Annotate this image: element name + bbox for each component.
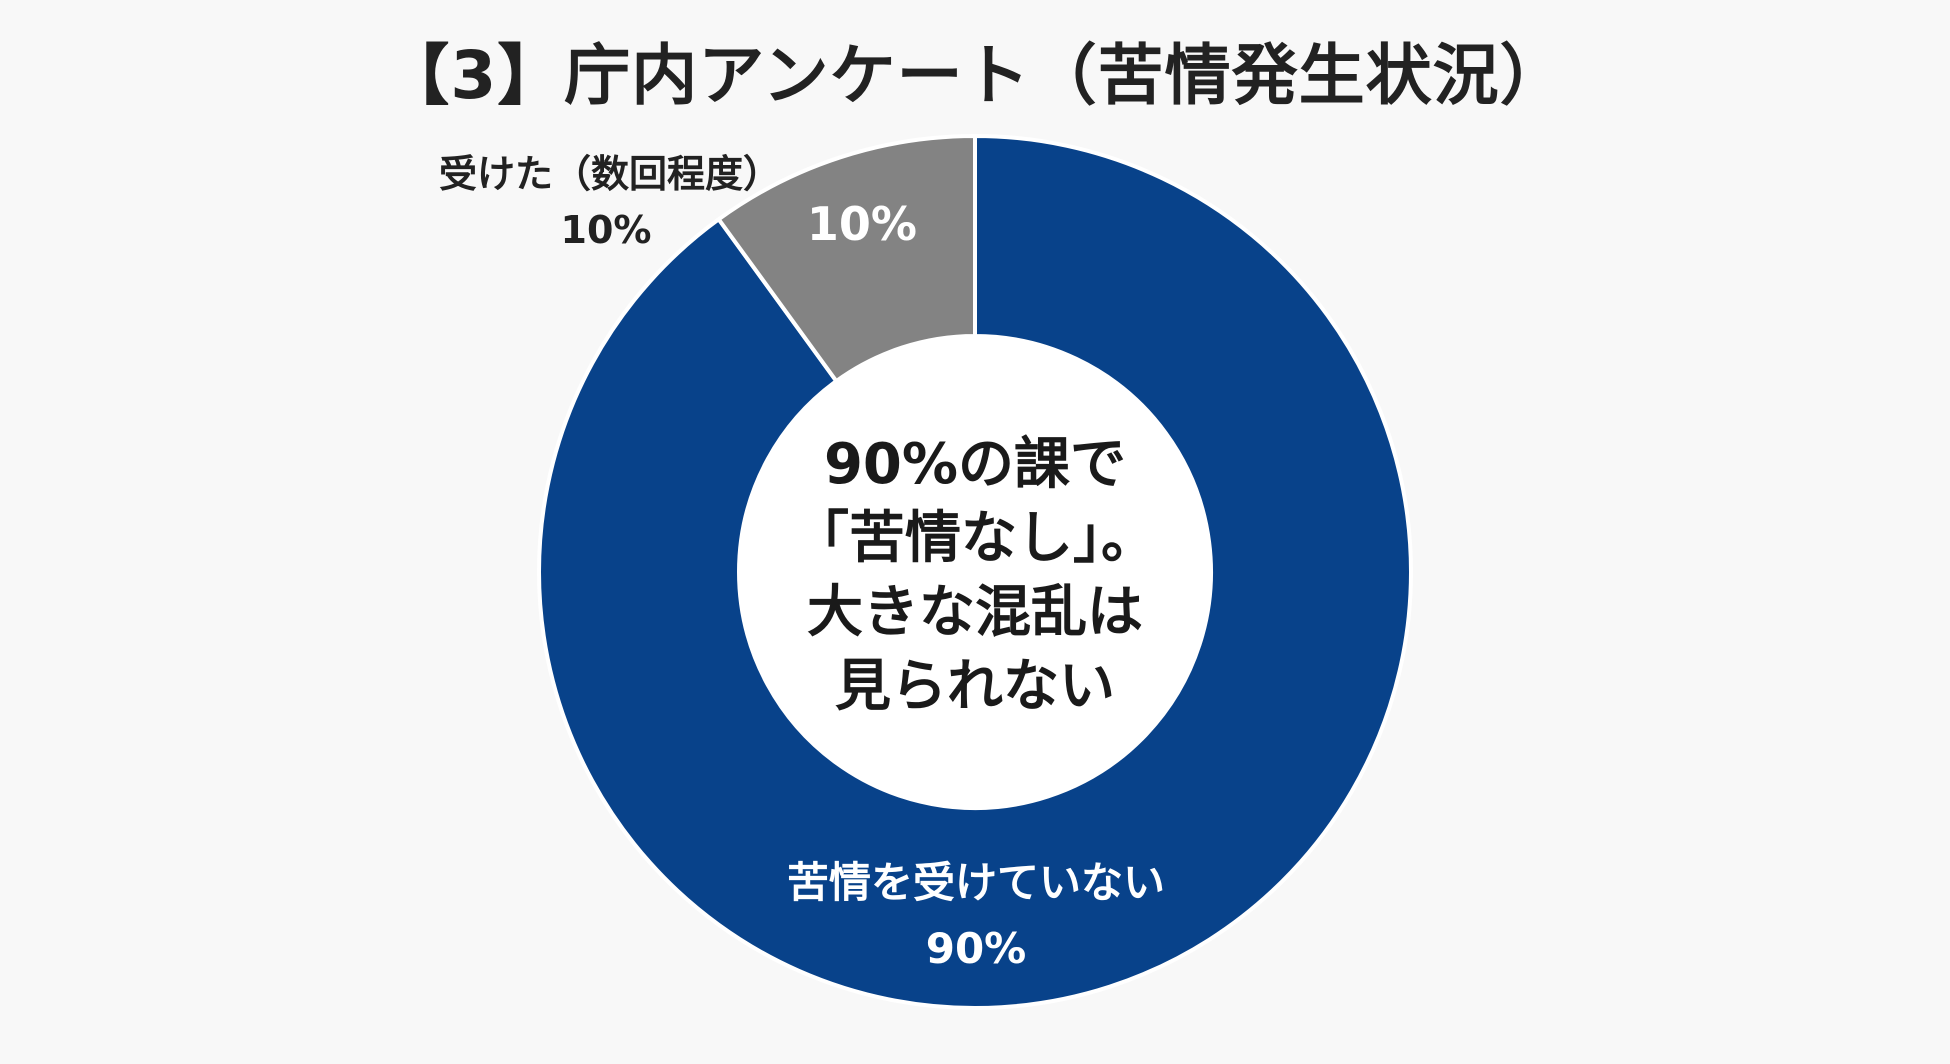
donut-hole <box>739 336 1211 808</box>
slice-percent-none: 90% <box>925 924 1027 973</box>
slice-label-received: 受けた（数回程度） 10% <box>410 146 810 258</box>
center-line-4: 見られない <box>835 654 1115 719</box>
slice-name-received: 受けた（数回程度） <box>438 152 781 196</box>
chart-title: 【3】庁内アンケート（苦情発生状況） <box>383 37 1567 114</box>
slice-name-none: 苦情を受けていない <box>786 858 1165 907</box>
center-line-3: 大きな混乱は <box>807 580 1143 645</box>
slice-percent-received: 10% <box>560 208 652 252</box>
center-line-1: 90%の課で <box>823 432 1127 497</box>
center-line-2: 「苦情なし」。 <box>793 506 1157 571</box>
center-message: 90%の課で 「苦情なし」。 大きな混乱は 見られない <box>730 428 1220 724</box>
slice-value-label-1: 10% <box>807 197 917 251</box>
slice-label-none: 苦情を受けていない 90% <box>676 850 1276 982</box>
